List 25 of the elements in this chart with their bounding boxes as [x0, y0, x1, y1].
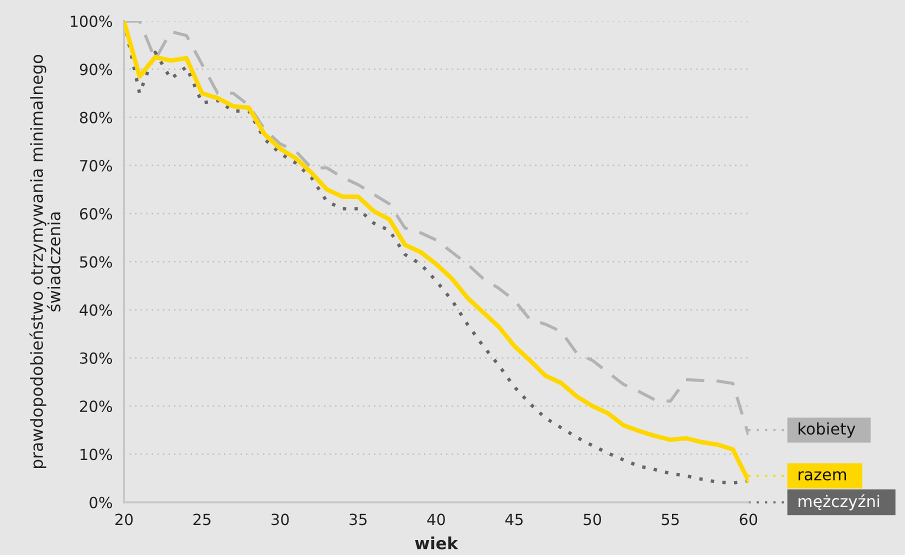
legend-label: kobiety [798, 422, 856, 438]
x-tick-label: 60 [740, 514, 758, 526]
x-tick-label: 25 [193, 514, 210, 526]
x-tick-label: 40 [427, 514, 445, 526]
x-tick-label: 55 [662, 514, 679, 526]
x-tick-label: 45 [505, 514, 523, 526]
y-tick-label: 40% [80, 304, 112, 316]
x-tick-label: 30 [272, 514, 289, 526]
y-tick-label: 20% [80, 400, 112, 412]
x-tick-label: 20 [115, 514, 133, 526]
y-tick-label: 70% [80, 160, 112, 172]
legend-label: razem [798, 471, 846, 480]
x-axis-title: wiek [415, 536, 458, 550]
x-tick-label: 50 [584, 514, 602, 526]
y-tick-label: 100% [70, 16, 112, 28]
x-tick-label: 35 [350, 514, 367, 526]
y-tick-label: 80% [80, 112, 112, 124]
y-tick-label: 10% [80, 448, 112, 460]
y-tick-label: 90% [80, 64, 112, 76]
y-tick-label: 30% [80, 352, 112, 364]
y-tick-label: 50% [80, 256, 112, 268]
legend-label: mężczyźni [798, 494, 880, 510]
y-axis-title: prawdopodobieństwo otrzymywania minimalnego świadczenia [29, 54, 60, 468]
y-tick-label: 60% [80, 208, 112, 220]
y-tick-label: 0% [90, 496, 112, 508]
